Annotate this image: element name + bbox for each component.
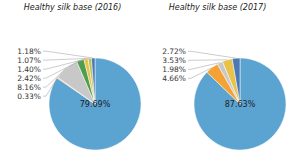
data-label: 79.69% [80, 100, 111, 109]
pie-slice [232, 58, 240, 104]
data-label: 0.33% [17, 92, 41, 101]
data-label: 4.66% [162, 74, 186, 83]
data-label: 1.40% [17, 65, 41, 74]
chart-title: Healthy silk base (2016) [24, 3, 122, 12]
data-label: 87.63% [225, 100, 256, 109]
figure: Healthy silk base (2016) 79.69% 0.33%8.16%… [0, 0, 290, 158]
leader-line [43, 59, 86, 69]
data-label: 1.98% [162, 65, 186, 74]
data-label: 8.16% [17, 83, 41, 92]
leader-line [43, 51, 93, 58]
pie: 79.69% 0.33%8.16%2.42%1.40%1.07%1.18% [17, 47, 141, 150]
pie-slice [84, 59, 95, 104]
pie: 87.63% 4.66%1.98%3.53%2.72% [162, 47, 286, 150]
pie-slice [88, 58, 95, 104]
pie-panel: Healthy silk base (2017) 87.63% 4.66%1.98%… [162, 3, 286, 150]
pie-slice [194, 58, 286, 150]
pie-slice [91, 58, 95, 104]
data-label: 1.18% [17, 47, 41, 56]
data-label: 2.72% [162, 47, 186, 56]
leader-line [188, 51, 236, 58]
leader-line [188, 63, 220, 70]
leader-line [43, 58, 90, 60]
chart-title: Healthy silk base (2017) [169, 3, 267, 12]
pie-slice [222, 59, 240, 104]
leader-line [43, 78, 57, 97]
leader-line [43, 60, 80, 78]
data-label: 3.53% [162, 56, 186, 65]
leader-line [188, 59, 227, 60]
data-label: 1.07% [17, 56, 41, 65]
pie-panel: Healthy silk base (2016) 79.69% 0.33%8.16%… [17, 3, 141, 150]
pie-slice [49, 58, 141, 150]
data-label: 2.42% [17, 74, 41, 83]
